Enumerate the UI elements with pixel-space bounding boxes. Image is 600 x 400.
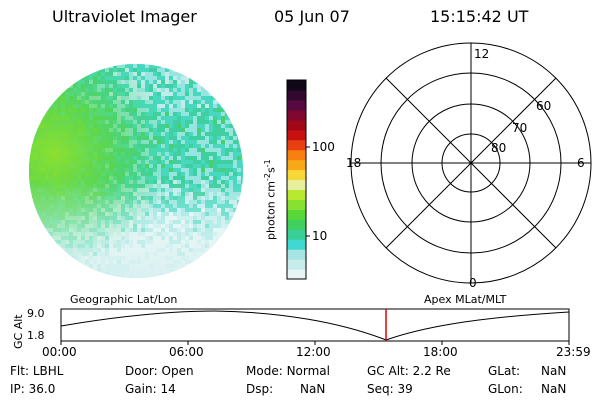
info-flt: Flt: LBHL (10, 364, 64, 378)
info-ip: IP: 36.0 (10, 382, 56, 396)
colorbar-cell (287, 89, 306, 101)
colorbar-cell (287, 129, 306, 141)
info-gc-alt: GC Alt: 2.2 Re (367, 364, 451, 378)
colorbar-cell (287, 169, 306, 181)
colorbar-cell (287, 179, 306, 191)
colorbar-cell (287, 199, 306, 210)
altitude-curve (60, 310, 570, 341)
colorbar-cell (287, 239, 306, 250)
info-glon-label: GLon: (488, 382, 523, 396)
colorbar-cell (287, 159, 306, 171)
image-time: 15:15:42 UT (430, 7, 529, 26)
x-tick-label-1200: 12:00 (296, 345, 331, 359)
altitude-y-min: 1.8 (27, 329, 45, 342)
colorbar-cell (287, 259, 306, 270)
image-date: 05 Jun 07 (274, 7, 350, 26)
colorbar-tick-label-100: 100 (312, 140, 335, 154)
colorbar-cell (287, 99, 306, 111)
info-glat-label: GLat: (488, 364, 521, 378)
polar-ring-label-60: 60 (536, 99, 552, 113)
colorbar-cell (287, 189, 306, 200)
altitude-y-max: 9.0 (27, 307, 45, 320)
instrument-title: Ultraviolet Imager (52, 7, 197, 26)
colorbar-cell (287, 139, 306, 151)
x-tick-label-0000: 00:00 (42, 345, 77, 359)
info-door: Door: Open (125, 364, 194, 378)
info-dsp-label: Dsp: (246, 382, 274, 396)
info-glon-value: NaN (541, 382, 567, 396)
polar-label-6: 6 (577, 156, 585, 170)
x-tick-label-0600: 06:00 (169, 345, 204, 359)
altitude-frame (60, 308, 570, 342)
polar-ring-label-70: 70 (512, 121, 528, 135)
colorbar-cell (287, 229, 306, 240)
colorbar-cell (287, 249, 306, 260)
polar-diagonal-2 (385, 77, 557, 249)
x-tick-label-1800: 18:00 (423, 345, 458, 359)
colorbar-cell (287, 269, 306, 280)
altitude-right-title: Apex MLat/MLT (424, 293, 507, 306)
colorbar-cell (287, 219, 306, 230)
info-gain: Gain: 14 (125, 382, 176, 396)
colorbar-cell (287, 119, 306, 131)
polar-ring-label-80: 80 (491, 141, 507, 155)
polar-label-0: 0 (469, 276, 477, 290)
info-glat-value: NaN (541, 364, 567, 378)
colorbar-tick-label-10: 10 (312, 229, 328, 243)
colorbar-cell (287, 109, 306, 121)
colorbar-cell (287, 80, 306, 91)
info-dsp-value: NaN (300, 382, 326, 396)
info-mode: Mode: Normal (246, 364, 330, 378)
polar-label-12: 12 (474, 47, 490, 61)
info-seq: Seq: 39 (367, 382, 413, 396)
x-tick-label-2359: 23:59 (556, 345, 591, 359)
polar-label-18: 18 (346, 156, 362, 170)
colorbar-cell (287, 149, 306, 161)
colorbar-cell (287, 209, 306, 220)
altitude-left-title: Geographic Lat/Lon (70, 293, 178, 306)
